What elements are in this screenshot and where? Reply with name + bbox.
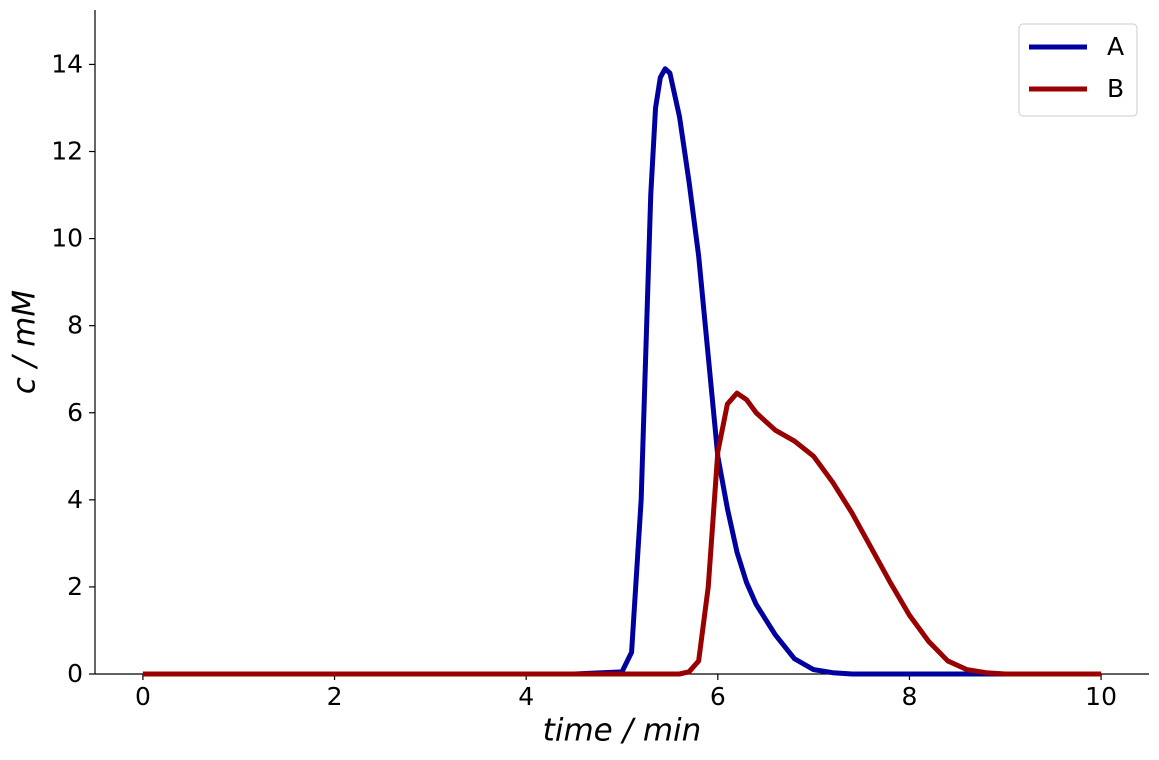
x-tick-label: 4 xyxy=(518,682,534,711)
y-tick-label: 0 xyxy=(67,659,83,688)
legend-label: A xyxy=(1107,32,1124,61)
x-tick-label: 2 xyxy=(327,682,343,711)
data-line xyxy=(142,390,1102,677)
x-tick-label: 6 xyxy=(710,682,726,711)
x-tick-label: 8 xyxy=(902,682,918,711)
y-axis-label: c / mM xyxy=(7,290,43,394)
legend-label: B xyxy=(1107,74,1124,103)
y-tick-label: 2 xyxy=(67,572,83,601)
x-tick-label: 0 xyxy=(135,682,151,711)
x-axis-label: time / min xyxy=(543,713,702,749)
y-tick-label: 14 xyxy=(51,49,83,78)
y-tick-label: 6 xyxy=(67,398,83,427)
y-tick-label: 8 xyxy=(67,311,83,340)
data-line xyxy=(142,66,1102,677)
y-tick-label: 10 xyxy=(51,224,83,253)
y-tick-label: 4 xyxy=(67,485,83,514)
x-tick-label: 10 xyxy=(1085,682,1117,711)
y-tick-label: 12 xyxy=(51,137,83,166)
